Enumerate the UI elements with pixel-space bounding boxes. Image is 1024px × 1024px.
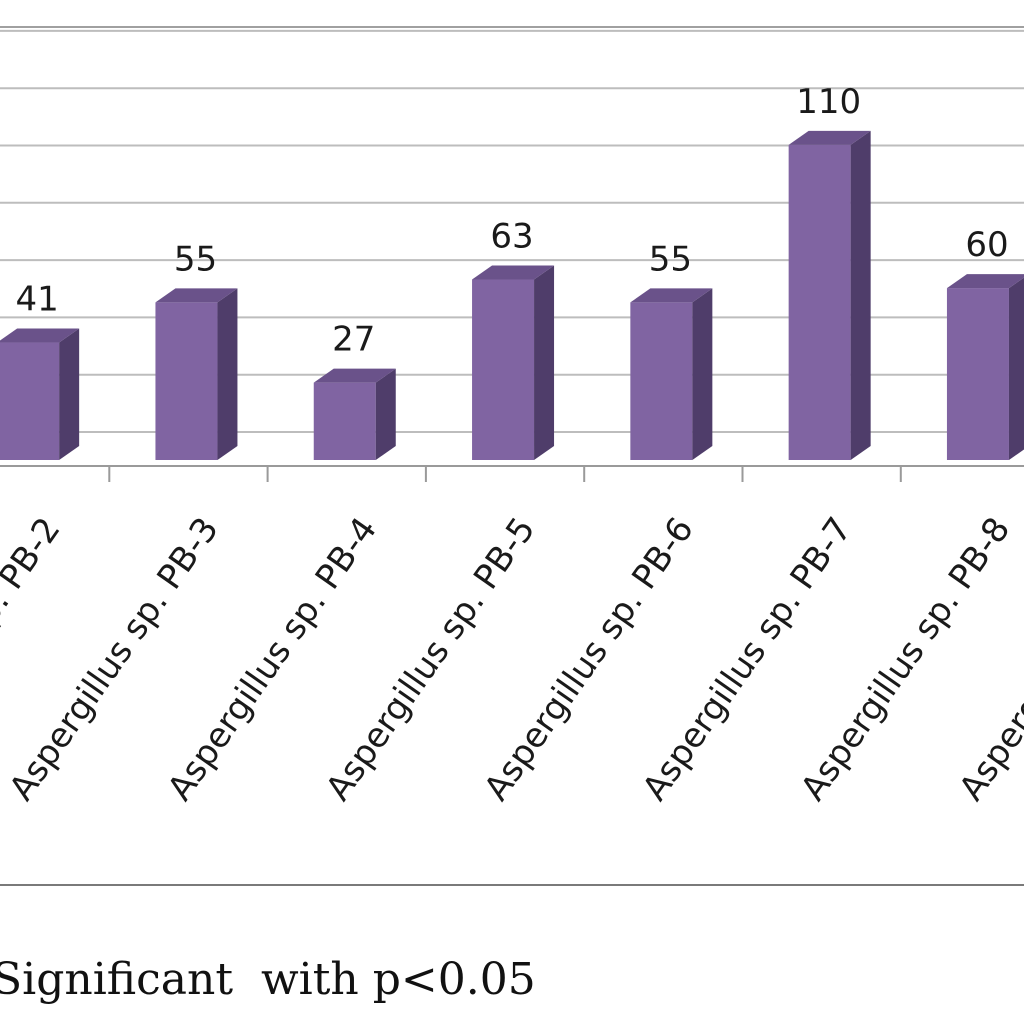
bar-top	[630, 288, 713, 303]
x-axis	[0, 465, 1024, 482]
bar-top	[313, 368, 396, 383]
value-label: 110	[796, 82, 861, 122]
bar	[946, 288, 1009, 460]
significance-footnote: Significant with p<0.05	[0, 954, 536, 1005]
bar	[313, 382, 376, 460]
value-labels: 41 55 27 63 55 110 60	[16, 82, 1009, 360]
bar-side	[850, 130, 871, 460]
value-label: 55	[649, 239, 692, 279]
bar-side	[1008, 277, 1024, 460]
value-label: 41	[16, 280, 59, 320]
bar-side	[375, 368, 396, 460]
value-label: 63	[490, 217, 533, 257]
bar	[472, 279, 535, 460]
bars	[0, 130, 1024, 460]
bar	[630, 302, 693, 460]
bar	[155, 302, 218, 460]
bar	[788, 144, 851, 460]
bar-side	[692, 288, 713, 460]
value-label: 55	[174, 239, 217, 279]
bar-top	[472, 265, 555, 280]
bar-side	[534, 265, 555, 460]
bar-side	[217, 288, 238, 460]
bar-top	[155, 288, 238, 303]
bar-top	[946, 274, 1024, 289]
bar-side	[59, 328, 80, 460]
value-label: 27	[332, 320, 375, 360]
bar	[0, 342, 60, 460]
bar-top	[0, 328, 80, 343]
value-label: 60	[965, 225, 1008, 265]
bar-top	[788, 130, 871, 145]
